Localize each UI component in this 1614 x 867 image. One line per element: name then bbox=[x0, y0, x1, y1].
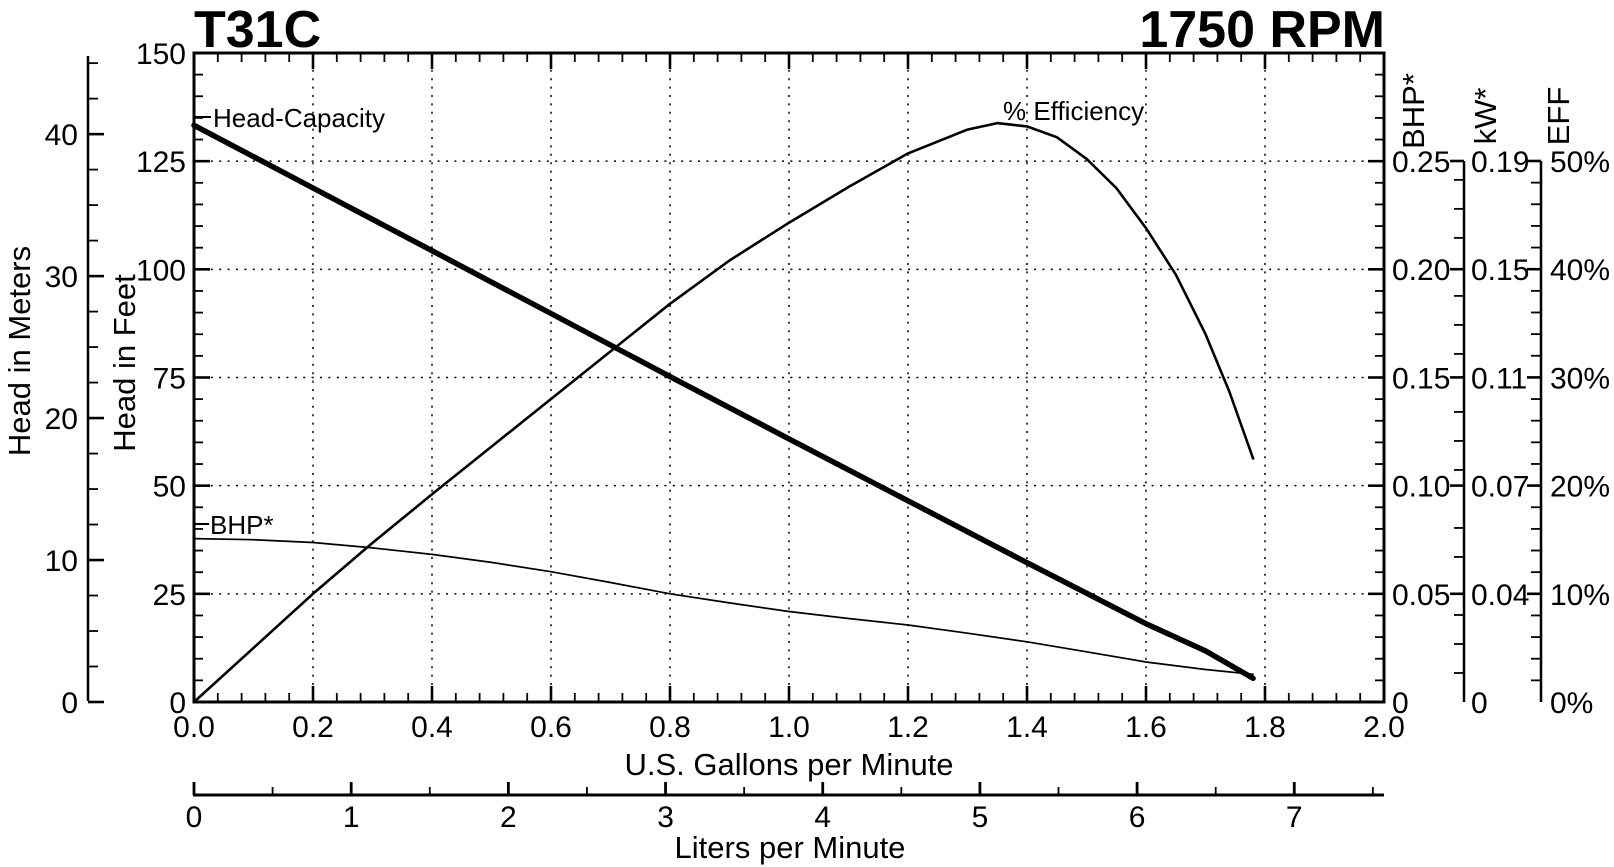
kw-tick-label: 0.11 bbox=[1471, 362, 1527, 395]
liters-tick-label: 4 bbox=[814, 801, 831, 834]
gridlines bbox=[194, 53, 1384, 702]
eff-tick-label: 50% bbox=[1550, 146, 1610, 179]
meters-tick-label: 0 bbox=[61, 687, 78, 720]
eff-tick-label: 0% bbox=[1550, 687, 1593, 720]
gpm-tick-label: 0.6 bbox=[530, 711, 572, 744]
kw-axis-title: kW* bbox=[1468, 88, 1503, 145]
kw-tick-label: 0.19 bbox=[1471, 146, 1529, 179]
feet-tick-label: 100 bbox=[136, 254, 186, 287]
eff-axis-title: EFF bbox=[1541, 87, 1576, 146]
eff-tick-label: 10% bbox=[1550, 579, 1610, 612]
feet-tick-label: 150 bbox=[136, 38, 186, 71]
gpm-axis-title: U.S. Gallons per Minute bbox=[624, 747, 953, 782]
liters-tick-label: 6 bbox=[1129, 801, 1146, 834]
feet-tick-label: 0 bbox=[169, 687, 186, 720]
liters-tick-label: 3 bbox=[657, 801, 674, 834]
eff-tick-label: 20% bbox=[1550, 471, 1610, 504]
meters-tick-label: 20 bbox=[45, 403, 78, 436]
bhp-axis-title: BHP* bbox=[1396, 73, 1431, 149]
gpm-tick-label: 2.0 bbox=[1363, 711, 1405, 744]
gpm-tick-label: 1.2 bbox=[887, 711, 929, 744]
liters-tick-label: 0 bbox=[186, 801, 203, 834]
head-capacity-curve-label: Head-Capacity bbox=[213, 103, 385, 133]
feet-tick-label: 25 bbox=[153, 579, 186, 612]
bhp-tick-label: 0.20 bbox=[1392, 254, 1450, 287]
kw-tick-label: 0.04 bbox=[1471, 579, 1529, 612]
gpm-tick-label: 0.0 bbox=[173, 711, 215, 744]
efficiency-curve-label: % Efficiency bbox=[1003, 96, 1144, 126]
feet-tick-label: 50 bbox=[153, 471, 186, 504]
gpm-tick-label: 1.4 bbox=[1006, 711, 1048, 744]
kw-tick-label: 0.15 bbox=[1471, 254, 1529, 287]
gpm-tick-label: 1.8 bbox=[1244, 711, 1286, 744]
liters-tick-label: 5 bbox=[972, 801, 989, 834]
liters-tick-label: 7 bbox=[1286, 801, 1303, 834]
meters-tick-label: 40 bbox=[45, 119, 78, 152]
secondary-axes bbox=[86, 56, 1543, 797]
efficiency-curve bbox=[192, 121, 1255, 704]
bhp-tick-label: 0.25 bbox=[1392, 146, 1450, 179]
kw-tick-label: 0.07 bbox=[1471, 471, 1529, 504]
bhp-curve-label: BHP* bbox=[210, 510, 274, 540]
bhp-tick-label: 0.10 bbox=[1392, 471, 1450, 504]
plot-frame bbox=[192, 51, 1386, 704]
eff-tick-label: 30% bbox=[1550, 362, 1610, 395]
liters-tick-label: 1 bbox=[343, 801, 360, 834]
eff-tick-label: 40% bbox=[1550, 254, 1610, 287]
gpm-tick-label: 1.6 bbox=[1125, 711, 1167, 744]
feet-axis-title: Head in Feet bbox=[107, 274, 142, 452]
meters-tick-label: 30 bbox=[45, 261, 78, 294]
rpm-label: 1750 RPM bbox=[1139, 1, 1385, 59]
bhp-curve bbox=[193, 537, 1254, 676]
meters-axis-title: Head in Meters bbox=[2, 246, 37, 456]
gpm-tick-label: 0.8 bbox=[649, 711, 691, 744]
gpm-tick-label: 0.2 bbox=[292, 711, 334, 744]
plot-border bbox=[192, 51, 1386, 704]
bhp-tick-label: 0.15 bbox=[1392, 362, 1450, 395]
kw-tick-label: 0 bbox=[1471, 687, 1488, 720]
gpm-tick-label: 1.0 bbox=[768, 711, 810, 744]
feet-tick-label: 75 bbox=[153, 363, 186, 396]
chart-title: T31C bbox=[194, 1, 321, 59]
head-capacity-curve bbox=[191, 122, 1256, 681]
bhp-tick-label: 0.05 bbox=[1392, 579, 1450, 612]
gpm-tick-label: 0.4 bbox=[411, 711, 453, 744]
bhp-tick-label: 0 bbox=[1392, 687, 1409, 720]
liters-tick-label: 2 bbox=[500, 801, 517, 834]
feet-tick-label: 125 bbox=[136, 146, 186, 179]
meters-tick-label: 10 bbox=[45, 545, 78, 578]
liters-axis-title: Liters per Minute bbox=[675, 830, 906, 865]
curves bbox=[191, 121, 1256, 704]
